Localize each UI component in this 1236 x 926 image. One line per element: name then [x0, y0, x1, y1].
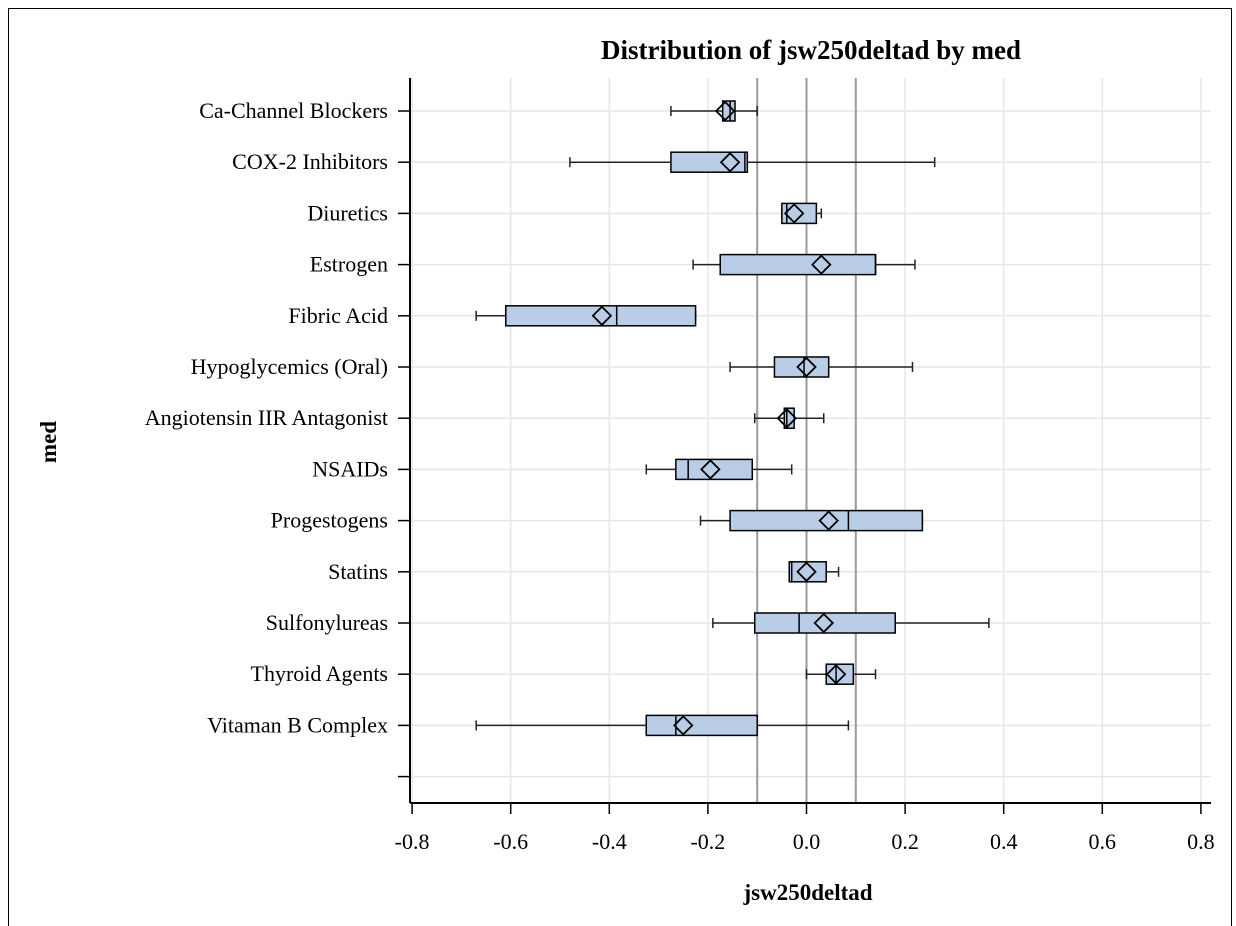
- chart-title: Distribution of jsw250deltad by med: [601, 35, 1021, 65]
- x-tick-label-3: -0.2: [690, 829, 725, 854]
- box-8: [729, 509, 924, 532]
- box-7: [675, 458, 754, 481]
- y-tick-label-5: Hypoglycemics (Oral): [191, 354, 388, 379]
- y-tick-label-3: Estrogen: [310, 252, 388, 277]
- x-tick-label-8: 0.8: [1187, 829, 1215, 854]
- mean-marker-0: [714, 100, 736, 122]
- mean-marker-9: [796, 561, 817, 583]
- mean-marker-5: [796, 356, 817, 378]
- box-12: [645, 714, 758, 737]
- box-11: [825, 663, 855, 685]
- x-tick-label-6: 0.4: [990, 829, 1018, 854]
- x-tick-label-0: -0.8: [395, 829, 430, 854]
- mean-marker-2: [783, 203, 805, 224]
- x-tick-label-7: 0.6: [1089, 829, 1117, 854]
- x-axis-label: jsw250deltad: [742, 880, 872, 905]
- mean-marker-12: [672, 715, 694, 736]
- x-tick-label-1: -0.6: [493, 829, 528, 854]
- y-tick-label-1: COX-2 Inhibitors: [232, 149, 388, 174]
- mean-marker-6: [776, 407, 798, 429]
- x-tick-label-4: 0.0: [793, 829, 821, 854]
- chart-frame: [8, 8, 1232, 926]
- y-tick-label-11: Thyroid Agents: [251, 661, 389, 686]
- box-10: [753, 612, 896, 634]
- box-9: [788, 561, 827, 583]
- y-tick-label-12: Vitaman B Complex: [207, 712, 388, 737]
- mean-marker-1: [719, 151, 741, 173]
- y-tick-label-2: Diuretics: [307, 200, 388, 225]
- mean-marker-10: [813, 612, 835, 634]
- plot-area: Ca-Channel Blockers COX-2 Inhibitors Diure…: [145, 78, 1215, 854]
- mean-marker-3: [811, 254, 832, 275]
- box-6: [783, 407, 795, 429]
- mean-marker-8: [818, 510, 839, 531]
- x-tick-label-2: -0.4: [592, 829, 627, 854]
- mean-marker-7: [700, 459, 721, 480]
- y-tick-label-8: Progestogens: [271, 508, 388, 533]
- mean-marker-11: [825, 663, 847, 685]
- box-1: [670, 151, 749, 173]
- x-tick-label-5: 0.2: [891, 829, 919, 854]
- box-5: [773, 356, 830, 378]
- y-tick-label-10: Sulfonylureas: [266, 610, 388, 635]
- y-tick-label-7: NSAIDs: [312, 456, 388, 481]
- mean-marker-4: [591, 305, 613, 327]
- box-3: [719, 253, 877, 276]
- y-tick-label-9: Statins: [328, 559, 388, 584]
- y-tick-label-4: Fibric Acid: [288, 303, 388, 328]
- y-axis-label: med: [36, 421, 61, 463]
- box-4: [505, 305, 697, 327]
- y-tick-label-0: Ca-Channel Blockers: [199, 98, 388, 123]
- y-tick-label-6: Angiotensin IIR Antagonist: [145, 405, 388, 430]
